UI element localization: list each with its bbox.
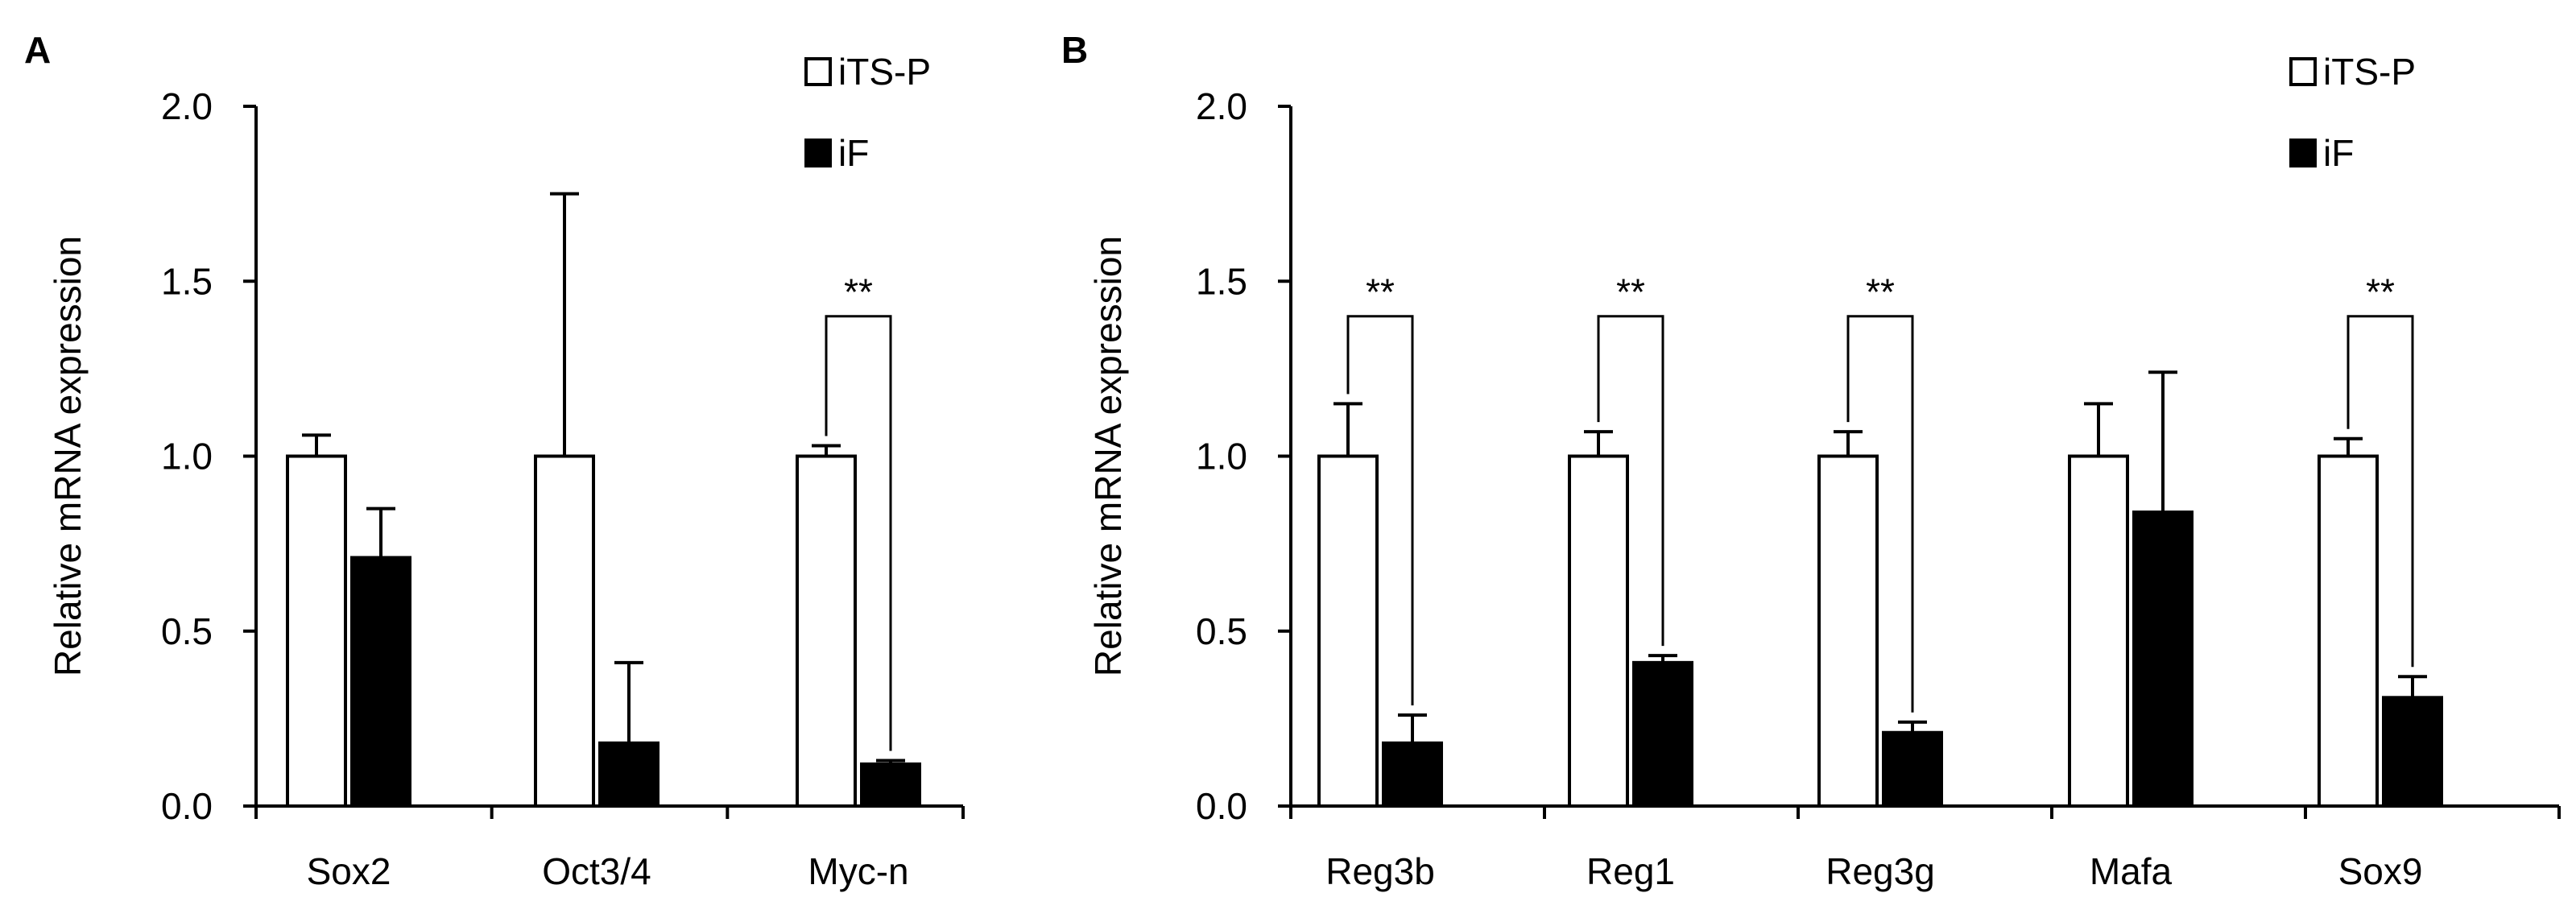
y-tick-label: 0.0 [1196,785,1247,827]
y-tick-label: 1.5 [161,260,213,302]
y-tick-label: 0.0 [161,785,213,827]
significance-bracket [1597,315,1664,647]
legend-swatch [804,139,832,167]
significance-label: ** [1366,271,1395,313]
significance-label: ** [1866,271,1895,313]
legend-label: iF [2323,132,2354,174]
significance-label: ** [1616,271,1645,313]
legend-label: iF [838,132,869,174]
significance-bracket [1846,315,1914,713]
y-axis-label: Relative mRNA expression [1087,236,1129,676]
bar-if-sox2 [350,556,411,808]
bar-if-sox9 [2382,696,2443,808]
panel-label: A [24,29,51,71]
bar-if-reg3g [1882,730,1943,808]
y-tick-label: 2.0 [1196,85,1247,127]
x-tick-label: Oct3/4 [542,850,651,892]
significance-bracket [2347,315,2414,668]
bar-its-p-reg3g [1817,454,1879,808]
bar-its-p-oct3-4 [534,454,595,808]
y-tick-label: 1.0 [161,436,213,478]
x-tick-label: Reg3g [1826,850,1935,892]
x-tick-label: Myc-n [808,850,908,892]
significance-label: ** [2366,271,2395,313]
panel-b: B Relative mRNA expression 0.0 0.5 1.0 1.5 2.0… [1061,29,2561,892]
legend-swatch [2289,139,2317,167]
y-tick-label: 0.5 [1196,610,1247,652]
x-tick-label: Sox9 [2338,850,2423,892]
y-tick-label: 1.5 [1196,260,1247,302]
bar-its-p-sox9 [2318,454,2379,808]
bar-if-mafa [2132,511,2194,808]
panel-label: B [1061,29,1088,71]
x-tick-label: Mafa [2090,850,2173,892]
x-tick-label: Reg1 [1586,850,1675,892]
legend-label: iTS-P [2323,51,2416,93]
bar-its-p-reg3b [1317,454,1379,808]
bar-if-myc-n [860,762,921,808]
y-tick-label: 2.0 [161,85,213,127]
legend-swatch [804,57,832,86]
bar-its-p-mafa [2068,454,2129,808]
significance-label: ** [844,271,873,313]
bar-its-p-sox2 [286,454,347,808]
x-tick-label: Sox2 [307,850,391,892]
legend-swatch [2289,57,2317,86]
y-axis-label: Relative mRNA expression [47,236,89,676]
x-tick-label: Reg3b [1325,850,1435,892]
significance-bracket [1346,315,1414,706]
significance-bracket [825,315,892,751]
bar-if-reg3b [1382,741,1443,808]
bar-its-p-myc-n [796,454,857,808]
bar-its-p-reg1 [1568,454,1629,808]
panel-a: A Relative mRNA expression 0.0 0.5 1.0 1.5 2.0… [24,29,965,892]
bar-if-reg1 [1632,660,1693,808]
legend-label: iTS-P [838,51,931,93]
y-tick-label: 1.0 [1196,436,1247,478]
y-tick-label: 0.5 [161,610,213,652]
bar-if-oct3-4 [598,741,660,808]
